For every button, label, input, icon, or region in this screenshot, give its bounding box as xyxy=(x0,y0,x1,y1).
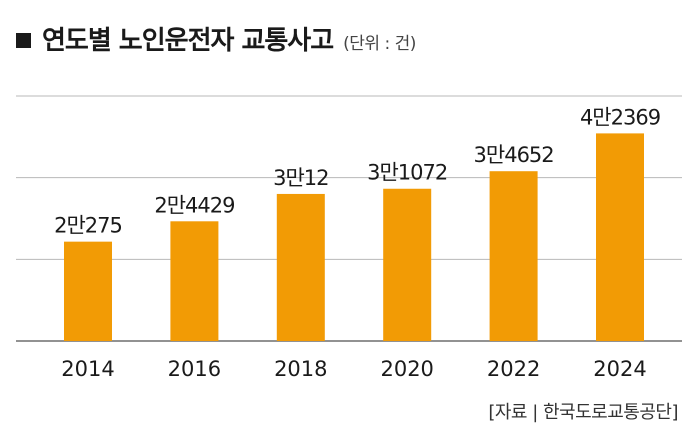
bar xyxy=(276,193,325,341)
title-square-icon xyxy=(16,33,31,48)
bar xyxy=(383,188,432,341)
x-tick-label: 2018 xyxy=(274,357,327,381)
x-tick-label: 2014 xyxy=(61,357,114,381)
x-tick-label: 2020 xyxy=(380,357,433,381)
chart-title-row: 연도별 노인운전자 교통사고 (단위 : 건) xyxy=(16,20,416,57)
data-label: 2만275 xyxy=(54,214,122,238)
x-tick-label: 2024 xyxy=(593,357,646,381)
bar xyxy=(489,171,538,341)
chart-title: 연도별 노인운전자 교통사고 xyxy=(42,26,334,56)
data-label: 3만12 xyxy=(273,166,328,190)
data-label: 4만2369 xyxy=(580,105,660,129)
data-label: 2만4429 xyxy=(154,193,234,217)
unit-label: (단위 : 건) xyxy=(343,34,416,54)
x-tick-label: 2022 xyxy=(487,357,540,381)
source-note: [자료 | 한국도로교통공단] xyxy=(488,402,678,423)
data-label: 3만4652 xyxy=(474,143,554,167)
bar xyxy=(170,221,219,341)
x-tick-label: 2016 xyxy=(168,357,221,381)
bar xyxy=(64,241,112,341)
bar xyxy=(596,133,644,341)
data-label: 3만1072 xyxy=(367,161,447,185)
